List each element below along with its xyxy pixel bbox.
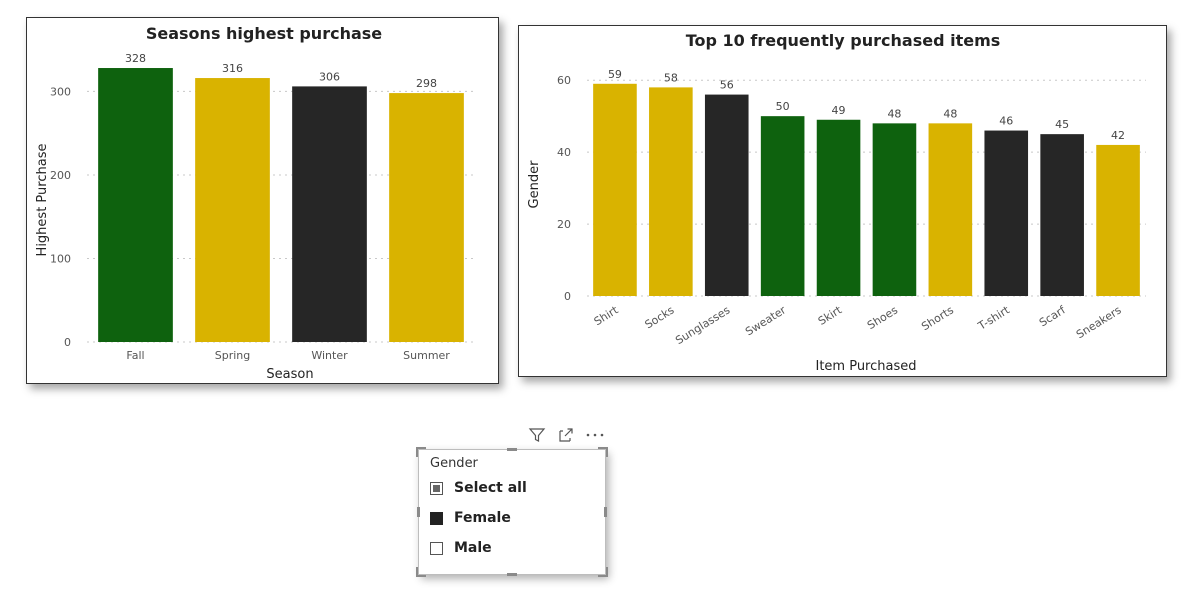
chart-title: Top 10 frequently purchased items — [686, 31, 1001, 50]
x-tick-label: Sunglasses — [673, 303, 732, 347]
x-tick-label: T-shirt — [975, 303, 1012, 333]
data-label: 56 — [720, 79, 734, 92]
resize-handle-bottom[interactable] — [507, 573, 517, 576]
bar-summer[interactable] — [389, 93, 464, 342]
y-axis-title: Highest Purchase — [35, 144, 50, 257]
focus-mode-icon[interactable] — [557, 426, 575, 444]
slicer-item-female[interactable]: Female — [430, 507, 511, 529]
bar-shirt[interactable] — [593, 83, 637, 297]
slicer-title: Gender — [430, 456, 478, 471]
slicer-item-label: Female — [454, 510, 511, 526]
resize-corner-tr[interactable] — [598, 447, 608, 457]
y-tick-label: 0 — [564, 290, 571, 303]
x-tick-label: Sweater — [743, 303, 789, 338]
chart-title: Seasons highest purchase — [146, 24, 382, 43]
resize-handle-left[interactable] — [417, 507, 420, 517]
x-tick-label: Shirt — [592, 303, 621, 328]
data-label: 50 — [776, 100, 790, 113]
x-tick-label: Winter — [311, 349, 348, 362]
bar-winter[interactable] — [292, 86, 367, 343]
y-tick-label: 100 — [50, 252, 71, 265]
seasons-chart-panel[interactable]: Seasons highest purchase 0 100 200 300 328 Fal… — [26, 17, 499, 384]
data-label: 306 — [319, 70, 340, 83]
slicer-item-select-all[interactable]: Select all — [430, 477, 527, 499]
y-tick-label: 20 — [557, 218, 571, 231]
data-label: 328 — [125, 52, 146, 65]
data-label: 42 — [1111, 129, 1125, 142]
slicer-item-label: Male — [454, 540, 492, 556]
data-label: 316 — [222, 62, 243, 75]
y-axis-title: Gender — [527, 160, 542, 209]
resize-handle-top[interactable] — [507, 448, 517, 451]
data-label: 59 — [608, 68, 622, 81]
x-tick-label: Scarf — [1037, 303, 1069, 330]
y-tick-label: 200 — [50, 169, 71, 182]
items-chart: Top 10 frequently purchased items 0 20 40 60… — [527, 31, 1146, 374]
resize-corner-br[interactable] — [598, 567, 608, 577]
y-tick-label: 0 — [64, 336, 71, 349]
bar-sunglasses[interactable] — [704, 94, 749, 296]
x-tick-label: Fall — [126, 349, 144, 362]
seasons-chart: Seasons highest purchase 0 100 200 300 328 Fal… — [35, 24, 475, 382]
resize-corner-tl[interactable] — [416, 447, 426, 457]
x-tick-label: Shoes — [865, 303, 900, 332]
more-options-icon[interactable] — [585, 426, 605, 444]
slicer-item-label: Select all — [454, 480, 527, 496]
y-tick-label: 60 — [557, 74, 571, 87]
bar-shoes[interactable] — [872, 123, 917, 297]
data-label: 46 — [999, 115, 1013, 128]
bar-sweater[interactable] — [760, 116, 805, 297]
x-tick-label: Sneakers — [1074, 303, 1124, 341]
female-checkbox[interactable] — [430, 511, 443, 525]
bar-sneakers[interactable] — [1096, 144, 1140, 296]
gender-slicer[interactable]: Gender Select all Female Male — [416, 447, 608, 577]
bar-t-shirt[interactable] — [984, 130, 1029, 296]
select-all-checkbox[interactable] — [430, 481, 443, 495]
y-tick-label: 40 — [557, 146, 571, 159]
bar-spring[interactable] — [195, 78, 270, 342]
x-axis-title: Season — [266, 367, 313, 382]
male-checkbox[interactable] — [430, 541, 443, 555]
y-tick-label: 300 — [50, 85, 71, 98]
bar-socks[interactable] — [649, 87, 693, 296]
resize-corner-bl[interactable] — [416, 567, 426, 577]
data-label: 48 — [943, 107, 957, 120]
x-tick-label: Spring — [215, 349, 251, 362]
x-tick-label: Socks — [643, 303, 677, 331]
data-label: 48 — [887, 107, 901, 120]
x-axis-title: Item Purchased — [815, 359, 916, 374]
slicer-item-male[interactable]: Male — [430, 537, 492, 559]
resize-handle-right[interactable] — [604, 507, 607, 517]
data-label: 58 — [664, 71, 678, 84]
data-label: 45 — [1055, 118, 1069, 131]
bar-scarf[interactable] — [1040, 134, 1084, 296]
x-tick-label: Shorts — [919, 303, 956, 333]
x-tick-label: Summer — [403, 349, 450, 362]
bar-skirt[interactable] — [816, 119, 861, 297]
data-label: 49 — [832, 104, 846, 117]
data-label: 298 — [416, 77, 437, 90]
bar-shorts[interactable] — [928, 123, 973, 297]
items-chart-panel[interactable]: Top 10 frequently purchased items 0 20 40 60… — [518, 25, 1167, 377]
bar-fall[interactable] — [98, 68, 173, 342]
slicer-toolbar — [528, 426, 608, 444]
filter-icon[interactable] — [528, 426, 546, 444]
x-tick-label: Skirt — [816, 303, 845, 328]
